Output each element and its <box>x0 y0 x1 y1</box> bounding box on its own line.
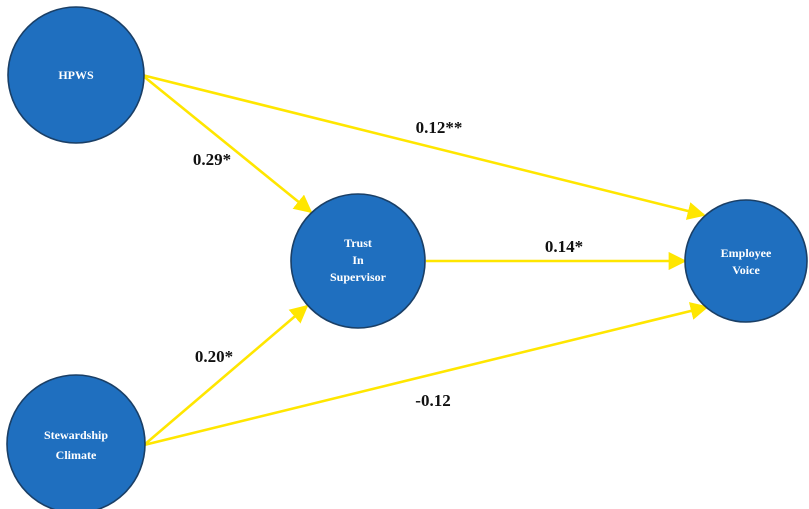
edge-stewardship-to-trust <box>143 304 309 446</box>
node-trust-label-line-3: Supervisor <box>330 270 387 284</box>
edge-labels: 0.12** 0.29* 0.14* 0.20* -0.12 <box>193 118 583 410</box>
node-trust-label-line-1: Trust <box>344 236 372 250</box>
node-hpws: HPWS <box>7 6 145 144</box>
edges <box>141 73 709 447</box>
edge-label-stewardship-to-trust: 0.20* <box>195 347 233 366</box>
node-stewardship-circle <box>6 374 146 509</box>
edge-stewardship-to-voice <box>143 302 709 447</box>
edge-label-stewardship-to-voice: -0.12 <box>415 391 450 410</box>
node-trust-in-supervisor: Trust In Supervisor <box>290 193 426 329</box>
edge-label-trust-to-voice: 0.14* <box>545 237 583 256</box>
node-trust-label-line-2: In <box>352 253 364 267</box>
edge-hpws-to-trust <box>141 73 313 214</box>
node-stewardship-label-line-2: Climate <box>56 448 97 462</box>
node-stewardship-label-line-1: Stewardship <box>44 428 108 442</box>
node-employee-voice: Employee Voice <box>684 199 808 323</box>
node-voice-label-line-2: Voice <box>732 263 760 277</box>
node-stewardship-climate: Stewardship Climate <box>6 374 146 509</box>
node-hpws-circle <box>7 6 145 144</box>
node-voice-circle <box>684 199 808 323</box>
node-voice-label-line-1: Employee <box>721 246 772 260</box>
node-trust-circle <box>290 193 426 329</box>
edge-label-hpws-to-voice: 0.12** <box>416 118 463 137</box>
edge-label-hpws-to-trust: 0.29* <box>193 150 231 169</box>
edge-hpws-to-voice <box>141 73 706 220</box>
node-hpws-label: HPWS <box>58 68 94 82</box>
